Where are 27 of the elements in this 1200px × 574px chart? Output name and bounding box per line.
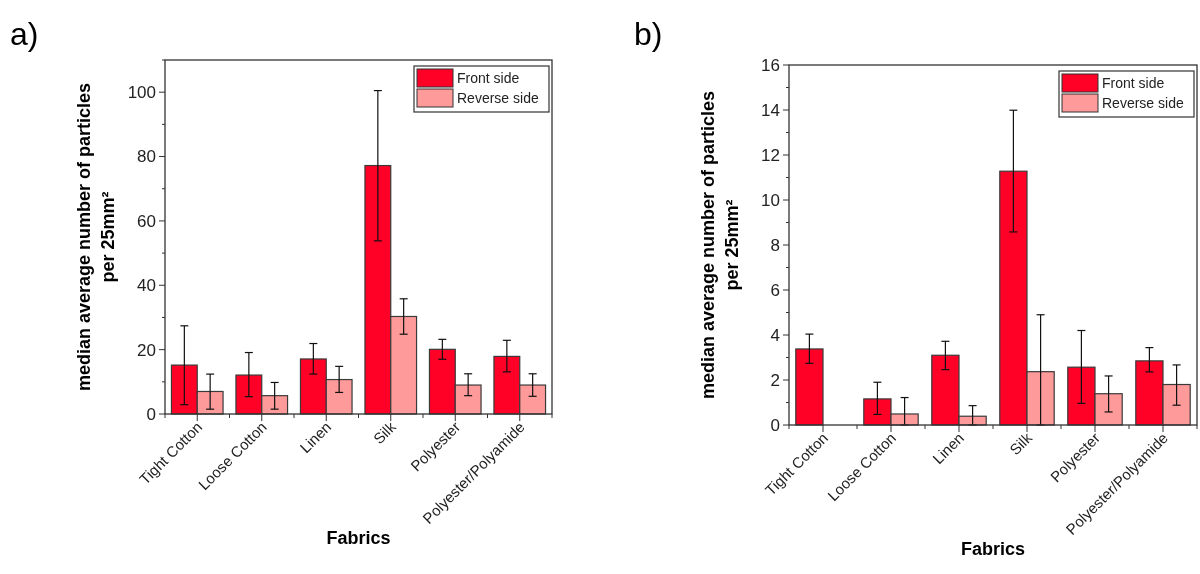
x-axis-title: Fabrics — [326, 528, 391, 548]
x-tick-label: Silk — [369, 417, 400, 448]
y-tick-label: 100 — [127, 83, 156, 103]
y-tick-label: 20 — [137, 340, 156, 360]
y-axis-title: median average number of particles per 25mm² — [74, 82, 118, 392]
y-tick-label: 12 — [761, 145, 780, 165]
y-tick-label: 0 — [770, 415, 780, 435]
y-tick-label: 60 — [137, 211, 156, 231]
text: a) — [10, 16, 39, 52]
legend-label: Reverse side — [457, 90, 539, 106]
y-tick-label: 6 — [770, 280, 780, 300]
y-tick-label: 10 — [761, 190, 780, 210]
y-tick-label: 8 — [770, 235, 780, 255]
y-tick-label: 4 — [770, 325, 780, 345]
legend-label: Reverse side — [1102, 95, 1184, 111]
y-tick-label: 2 — [770, 370, 780, 390]
y-tick-label: 16 — [761, 55, 780, 75]
y-tick-label: 40 — [137, 276, 156, 296]
x-axis-title: Fabrics — [960, 539, 1026, 559]
y-axis-title: median average number of particles per 25mm² — [698, 90, 742, 400]
x-tick-label: Silk — [1006, 428, 1036, 459]
legend-label: Front side — [457, 70, 520, 86]
y-tick-label: 0 — [146, 404, 156, 424]
y-tick-label: 14 — [761, 100, 780, 120]
legend-label: Front side — [1102, 75, 1165, 91]
y-tick-label: 80 — [137, 147, 156, 167]
text: b) — [634, 16, 663, 52]
